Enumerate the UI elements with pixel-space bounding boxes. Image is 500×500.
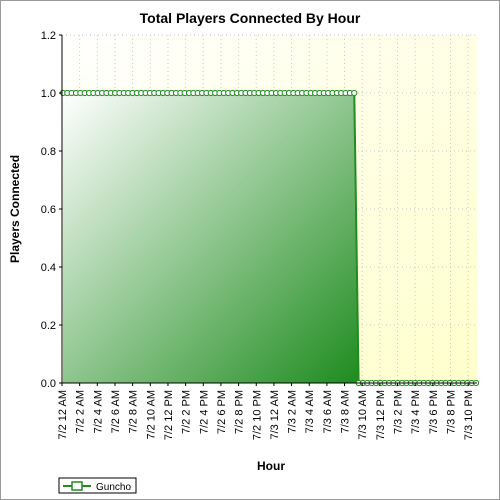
y-tick-label: 1.0	[41, 88, 56, 100]
x-tick-label: 7/2 12 AM	[57, 390, 69, 440]
legend-marker-guncho	[71, 481, 83, 491]
x-tick-label: 7/3 2 PM	[393, 390, 405, 434]
x-axis-ticks: 7/2 12 AM 7/2 2 AM 7/2 4 AM 7/2 6 AM 7/2 8 A…	[57, 383, 475, 440]
x-tick-label: 7/2 10 PM	[251, 390, 263, 440]
y-tick-label: 0.0	[41, 378, 56, 390]
chart-title: Total Players Connected By Hour	[140, 10, 361, 26]
y-tick-label: 0.2	[41, 320, 56, 332]
x-tick-label: 7/3 6 PM	[428, 390, 440, 434]
x-tick-label: 7/2 8 PM	[234, 390, 246, 434]
x-tick-label: 7/3 12 PM	[375, 390, 387, 440]
y-tick-label: 0.8	[41, 146, 56, 158]
data-point	[351, 89, 358, 97]
legend: Guncho	[58, 477, 137, 494]
legend-label-guncho: Guncho	[96, 482, 131, 493]
x-tick-label: 7/3 10 PM	[463, 390, 475, 440]
y-axis-ticks: 0.0 0.2 0.4 0.6 0.8 1.0 1.2	[41, 30, 62, 390]
x-tick-label: 7/2 2 PM	[181, 390, 193, 434]
x-tick-label: 7/2 2 AM	[75, 390, 87, 433]
y-axis-label: Players Connected	[8, 155, 22, 263]
x-axis-label: Hour	[257, 459, 285, 473]
y-tick-label: 0.4	[41, 262, 56, 274]
x-tick-label: 7/2 4 PM	[198, 390, 210, 434]
y-tick-label: 0.6	[41, 204, 56, 216]
x-tick-label: 7/3 12 AM	[269, 390, 281, 440]
x-tick-label: 7/2 6 PM	[216, 390, 228, 434]
x-tick-label: 7/2 8 AM	[128, 390, 140, 433]
x-tick-label: 7/2 6 AM	[110, 390, 122, 433]
x-tick-label: 7/2 12 PM	[163, 390, 175, 440]
x-tick-label: 7/3 4 PM	[410, 390, 422, 434]
x-tick-label: 7/2 4 AM	[92, 390, 104, 433]
series-area-guncho	[63, 93, 359, 383]
x-tick-label: 7/2 10 AM	[145, 390, 157, 440]
x-tick-label: 7/3 10 AM	[357, 390, 369, 440]
x-tick-label: 7/3 8 PM	[446, 390, 458, 434]
y-tick-label: 1.2	[41, 30, 56, 42]
x-tick-label: 7/3 8 AM	[340, 390, 352, 433]
x-tick-label: 7/3 6 AM	[322, 390, 334, 433]
x-tick-label: 7/3 2 AM	[287, 390, 299, 433]
x-tick-label: 7/3 4 AM	[304, 390, 316, 433]
